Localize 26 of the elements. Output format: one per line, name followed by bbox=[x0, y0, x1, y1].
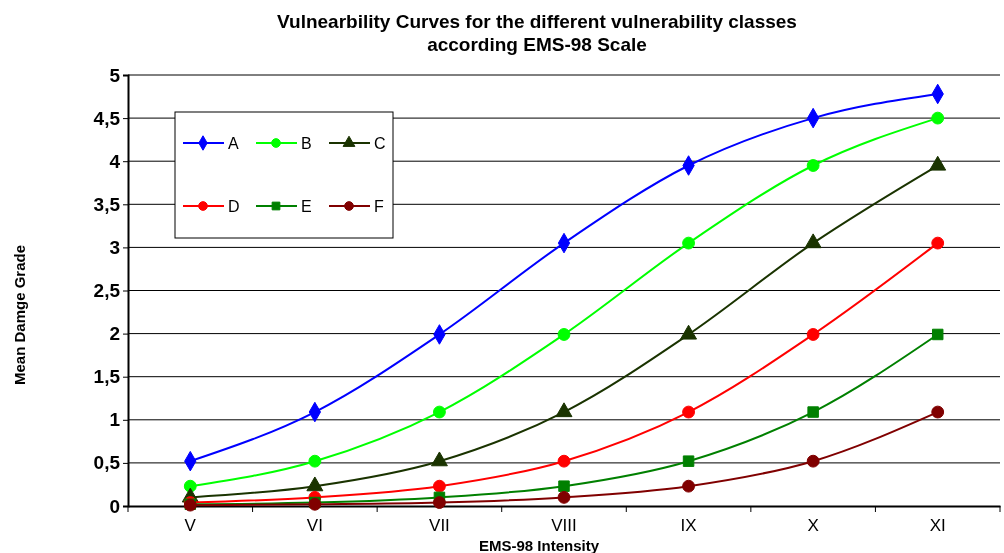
y-axis-title: Mean Damge Grade bbox=[11, 244, 28, 386]
y-tick-label: 2,5 bbox=[93, 280, 121, 302]
legend-label: A bbox=[228, 135, 239, 152]
y-tick-label: 4 bbox=[109, 150, 121, 172]
y-tick-label: 5 bbox=[109, 64, 121, 86]
y-tick-label: 2 bbox=[109, 323, 120, 345]
x-tick-label: VII bbox=[429, 516, 450, 536]
legend-label: C bbox=[374, 135, 386, 152]
legend-label: B bbox=[301, 135, 312, 152]
y-tick-label: 3 bbox=[109, 236, 120, 258]
y-tick-label: 4,5 bbox=[93, 107, 121, 129]
x-tick-label: X bbox=[807, 516, 819, 536]
y-tick-label: 0 bbox=[109, 495, 120, 517]
x-tick-label: V bbox=[184, 516, 197, 536]
x-tick-label: VI bbox=[306, 516, 323, 536]
y-tick-label: 0,5 bbox=[93, 452, 121, 474]
y-tick-label: 1 bbox=[109, 409, 121, 431]
x-tick-label: VIII bbox=[551, 516, 577, 536]
chart-title: Vulnearbility Curves for the different vulnerability classes according EMS-98 Scale bbox=[277, 11, 797, 55]
x-tick-label: XI bbox=[929, 516, 946, 536]
legend-label: D bbox=[228, 198, 240, 215]
y-tick-label: 1,5 bbox=[93, 366, 121, 388]
x-tick-label: IX bbox=[680, 516, 697, 536]
legend-label: F bbox=[374, 198, 384, 215]
y-tick-label: 3,5 bbox=[93, 193, 121, 215]
legend-label: E bbox=[301, 198, 312, 215]
